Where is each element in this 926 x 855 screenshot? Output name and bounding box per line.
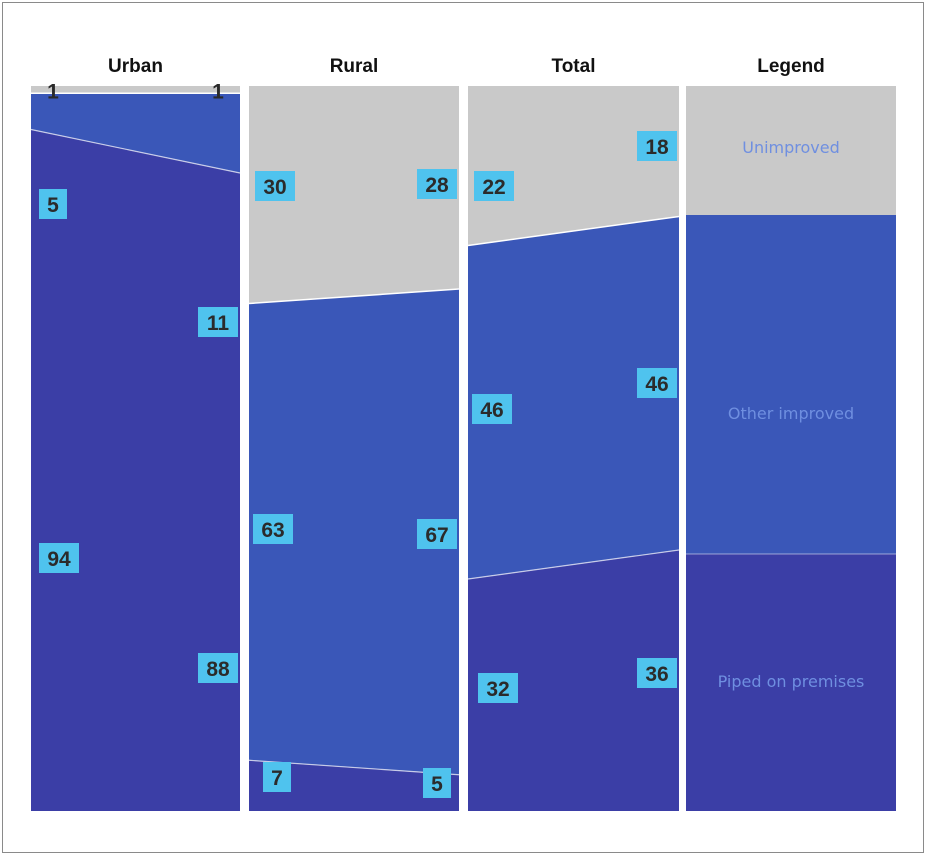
rural-unimproved-start-label: 30	[263, 176, 286, 199]
rural-other-start-label: 63	[261, 519, 284, 542]
legend-label-unimproved: Unimproved	[742, 138, 840, 157]
urban-other-start-label: 5	[47, 194, 59, 217]
legend-label-piped-on-premises: Piped on premises	[718, 672, 865, 691]
rural-panel-title: Rural	[330, 56, 379, 77]
total-boundary-1	[467, 215, 680, 247]
legend-swatch-unimproved	[686, 86, 896, 215]
total-unimproved-end-label: 18	[645, 136, 669, 159]
total-other-start-label-badge	[472, 394, 512, 424]
total-other-improved-area	[468, 216, 679, 579]
rural-unimproved-area	[249, 86, 459, 304]
urban-other-end-label-badge	[198, 307, 238, 337]
total-piped-start-label: 32	[486, 678, 509, 701]
legend-panel: Legend Unimproved Other improved Piped on p…	[686, 56, 896, 811]
total-other-start-label: 46	[480, 399, 503, 422]
rural-other-start-label-badge	[253, 514, 293, 544]
total-piped-end-label: 36	[645, 663, 668, 686]
total-unimproved-start-label-badge	[474, 171, 514, 201]
total-piped-area	[468, 550, 679, 811]
rural-other-end-label-badge	[417, 519, 457, 549]
rural-unimproved-start-label-badge	[255, 171, 295, 201]
rural-piped-start-label-badge	[263, 762, 291, 792]
urban-other-improved-area	[31, 93, 240, 173]
legend-swatch-other-improved	[686, 215, 896, 554]
total-boundary-2	[467, 549, 680, 580]
rural-unimproved-end-label: 28	[425, 174, 449, 197]
urban-piped-start-label: 94	[47, 548, 71, 571]
panel-rural: Rural 30 28 63 67 7 5	[248, 56, 460, 811]
total-piped-start-label-badge	[478, 673, 518, 703]
urban-other-start-label-badge	[39, 189, 67, 219]
legend-label-other-improved: Other improved	[728, 404, 854, 423]
legend-title: Legend	[757, 56, 825, 77]
urban-piped-end-label: 88	[206, 658, 230, 681]
panel-total: Total 22 18 46 46 32 36	[467, 56, 680, 811]
rural-boundary-1	[248, 288, 460, 305]
total-other-end-label: 46	[645, 373, 668, 396]
rural-piped-start-label: 7	[271, 767, 283, 790]
urban-panel-title: Urban	[108, 56, 163, 77]
urban-other-end-label: 11	[207, 312, 230, 335]
rural-other-end-label: 67	[425, 524, 448, 547]
total-unimproved-start-label: 22	[482, 176, 505, 199]
rural-piped-end-label-badge	[423, 768, 451, 798]
total-unimproved-area	[468, 86, 679, 246]
total-panel-title: Total	[552, 56, 596, 77]
rural-piped-end-label: 5	[431, 773, 443, 796]
total-other-end-label-badge	[637, 368, 677, 398]
urban-piped-area	[31, 129, 240, 811]
rural-piped-area	[249, 760, 459, 811]
urban-boundary-2	[30, 128, 241, 174]
urban-unimproved-area	[31, 86, 240, 94]
urban-unimproved-end-label: 1	[212, 81, 224, 104]
urban-unimproved-start-label: 1	[47, 81, 59, 104]
total-unimproved-end-label-badge	[637, 131, 677, 161]
rural-other-improved-area	[249, 289, 459, 775]
total-piped-end-label-badge	[637, 658, 677, 688]
rural-unimproved-end-label-badge	[417, 169, 457, 199]
legend-swatch-piped-on-premises	[686, 554, 896, 811]
urban-piped-end-label-badge	[198, 653, 238, 683]
urban-piped-start-label-badge	[39, 543, 79, 573]
